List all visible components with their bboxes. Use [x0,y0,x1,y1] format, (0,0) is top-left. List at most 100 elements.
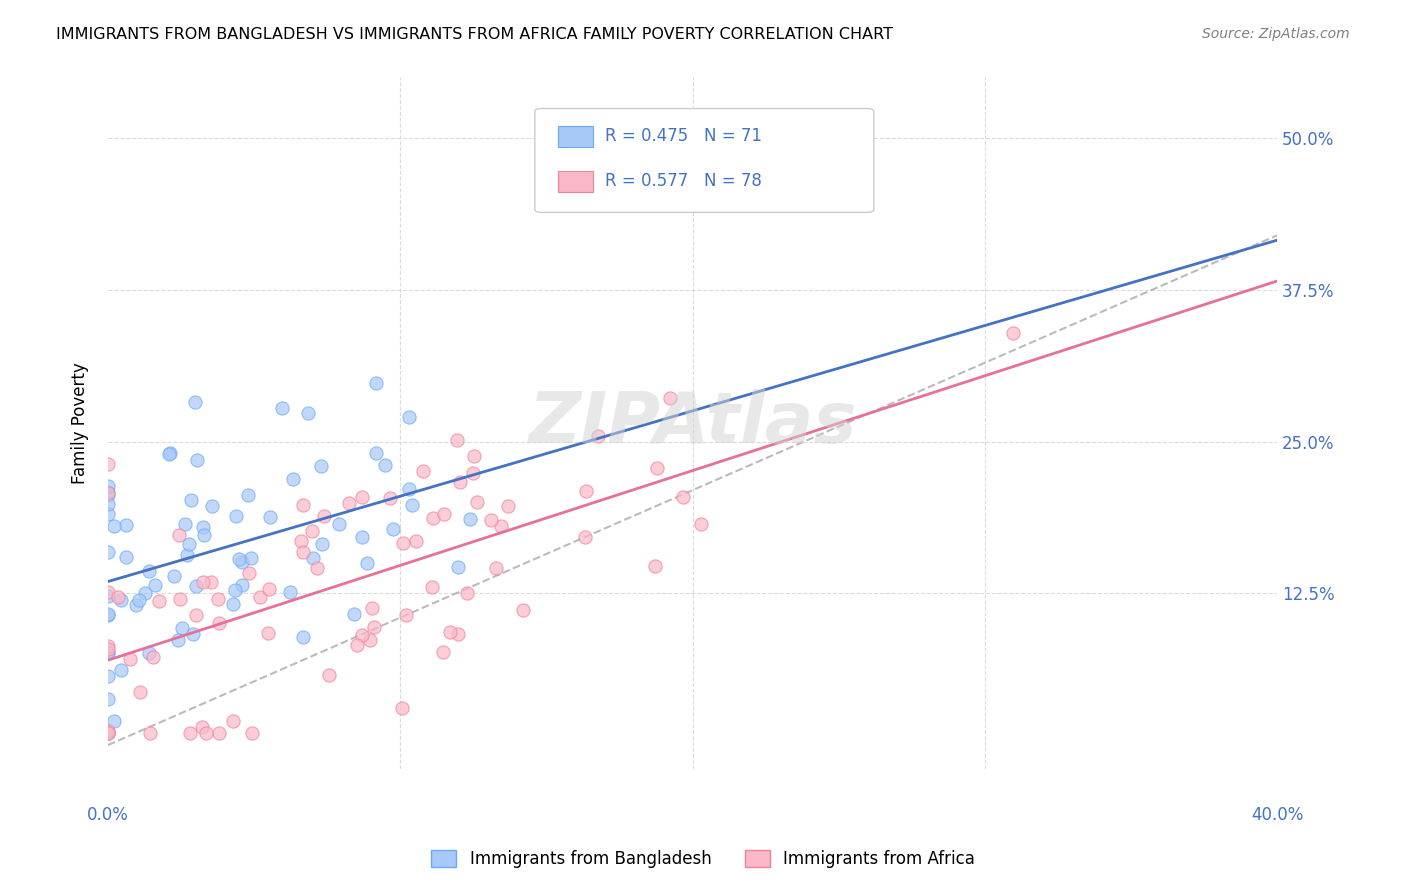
Point [378,491,401,505]
Point [433,507,456,521]
Point [257,625,280,640]
Point [97,646,120,660]
Point [138,564,160,578]
Point [97,485,120,500]
Point [485,561,508,575]
Point [103,714,125,728]
Point [110,663,132,677]
Point [97,692,120,706]
Text: R = 0.577   N = 78: R = 0.577 N = 78 [605,172,762,190]
Legend: Immigrants from Bangladesh, Immigrants from Africa: Immigrants from Bangladesh, Immigrants f… [425,843,981,875]
Point [97,726,120,740]
Point [259,510,281,524]
Point [125,598,148,612]
Point [364,376,387,390]
Point [143,578,166,592]
Point [658,391,681,405]
Point [346,638,368,652]
Point [222,714,245,729]
Point [129,684,152,698]
Point [162,569,184,583]
Point [672,491,695,505]
Point [312,508,335,523]
Point [193,528,215,542]
Point [479,513,502,527]
Point [97,642,120,657]
Point [318,668,340,682]
Point [456,585,478,599]
Point [328,517,350,532]
Point [208,616,231,631]
Point [291,498,314,512]
Bar [558,171,593,192]
FancyBboxPatch shape [534,109,875,212]
Point [97,645,120,659]
Point [176,548,198,562]
Point [186,579,208,593]
Bar [558,126,593,146]
Point [177,537,200,551]
Point [228,552,250,566]
Point [181,627,204,641]
Point [439,625,461,640]
Point [489,519,512,533]
Point [193,520,215,534]
Point [242,726,264,740]
Point [231,578,253,592]
Point [134,586,156,600]
Text: R = 0.475   N = 71: R = 0.475 N = 71 [605,128,762,145]
Point [107,591,129,605]
Point [170,621,193,635]
Point [297,406,319,420]
Point [301,551,323,566]
Point [231,555,253,569]
Point [194,726,217,740]
Point [239,550,262,565]
Point [138,646,160,660]
Point [283,472,305,486]
Point [307,561,329,575]
Point [395,608,418,623]
Point [586,429,609,443]
Point [449,475,471,489]
Point [350,490,373,504]
Text: Source: ZipAtlas.com: Source: ZipAtlas.com [1202,27,1350,41]
Point [405,533,427,548]
Point [236,488,259,502]
Point [574,530,596,544]
Point [361,600,384,615]
Point [120,652,142,666]
Point [249,590,271,604]
Point [398,409,420,424]
Point [401,498,423,512]
Point [186,607,208,622]
Text: ZIPAtlas: ZIPAtlas [529,389,856,458]
Point [574,484,596,499]
Point [292,630,315,644]
Point [191,720,214,734]
Point [97,486,120,500]
Point [290,534,312,549]
Point [422,510,444,524]
Point [184,395,207,409]
Point [97,607,120,621]
Point [446,560,468,574]
Point [103,518,125,533]
Point [645,461,668,475]
Point [97,724,120,739]
Point [463,449,485,463]
Point [128,593,150,607]
Point [291,545,314,559]
Text: 0.0%: 0.0% [87,805,129,823]
Point [97,497,120,511]
Point [97,608,120,623]
Point [309,459,332,474]
Point [208,726,231,740]
Point [179,726,201,740]
Point [644,559,666,574]
Point [97,585,120,599]
Point [97,640,120,654]
Point [97,726,120,740]
Point [343,607,366,622]
Point [97,545,120,559]
